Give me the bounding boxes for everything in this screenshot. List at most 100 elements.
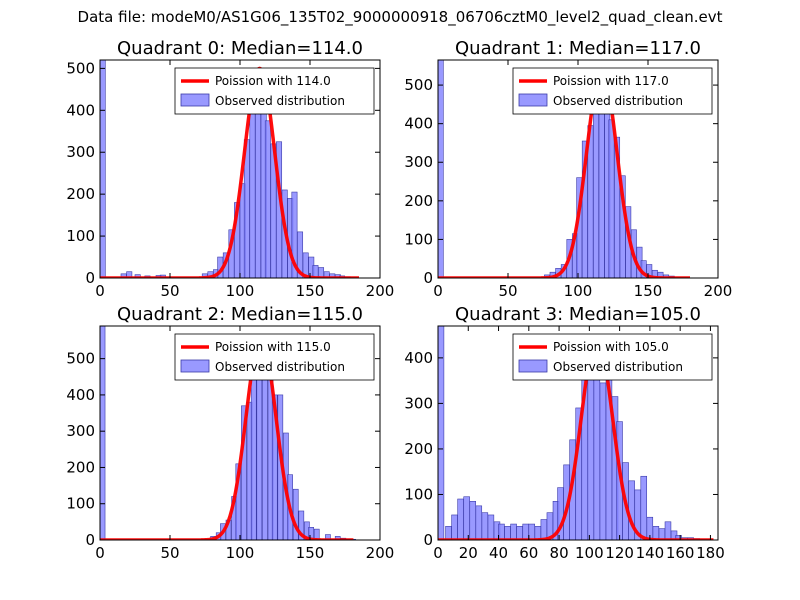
histogram-bar (481, 512, 489, 540)
histogram-bar (463, 496, 470, 540)
legend: Poission with 114.0 Observed distribution (174, 67, 375, 115)
panel-title: Quadrant 2: Median=115.0 (117, 304, 363, 325)
x-tick-label: 180 (696, 544, 725, 562)
x-tick-label: 200 (366, 544, 395, 562)
x-tick-label: 160 (666, 544, 695, 562)
x-tick-label: 50 (498, 282, 517, 300)
legend-patch-swatch (180, 93, 210, 107)
y-tick-label: 100 (404, 230, 433, 248)
plot-area (100, 60, 361, 278)
histogram-bar (664, 521, 672, 540)
histogram-bar (534, 526, 542, 540)
y-tick-label: 400 (404, 349, 433, 367)
x-tick-label: 50 (160, 544, 179, 562)
y-tick-label: 300 (66, 422, 95, 440)
y-tick-label: 0 (85, 269, 95, 287)
x-tick-label: 100 (226, 544, 255, 562)
x-tick-label: 20 (459, 544, 478, 562)
histogram-bar (628, 480, 635, 540)
x-tick-label: 100 (575, 544, 604, 562)
histogram-bar (599, 382, 607, 540)
y-tick-label: 200 (404, 440, 433, 458)
x-tick-label: 100 (564, 282, 593, 300)
y-tick-label: 300 (66, 143, 95, 161)
x-tick-label: 140 (636, 544, 665, 562)
x-tick-label: 200 (704, 282, 733, 300)
panel-title: Quadrant 1: Median=117.0 (455, 38, 701, 59)
histogram-bar (438, 60, 444, 278)
histogram-bar (249, 112, 256, 278)
x-tick-label: 150 (634, 282, 663, 300)
histogram-bar (593, 90, 600, 278)
panel-quadrant-3: 0 20 40 60 80 100 120 140 160 1800100200300400Qua… (404, 304, 724, 562)
y-tick-label: 0 (423, 269, 433, 287)
panel-title: Quadrant 0: Median=114.0 (117, 38, 363, 59)
legend-label-observed: Observed distribution (215, 94, 345, 108)
y-tick-label: 500 (66, 59, 95, 77)
legend-patch-swatch (518, 93, 548, 107)
legend-label-fit: Poission with 115.0 (215, 340, 331, 354)
y-tick-label: 0 (85, 531, 95, 549)
histogram-bar (250, 374, 257, 540)
histogram-bar (498, 523, 505, 540)
x-tick-label: 0 (95, 544, 105, 562)
x-tick-label: 0 (433, 282, 443, 300)
x-tick-label: 0 (95, 282, 105, 300)
histogram-bar (457, 498, 464, 540)
histogram-bar (522, 523, 529, 540)
x-tick-label: 150 (296, 544, 325, 562)
histogram-bar (100, 326, 106, 540)
x-tick-label: 100 (226, 282, 255, 300)
legend: Poission with 105.0 Observed distribution (512, 333, 713, 381)
x-tick-label: 120 (605, 544, 634, 562)
histogram-bar (487, 514, 495, 540)
panel-quadrant-0: 0 50 100 150 200 0 100 200 300 400 500 Quadrant 0: … (66, 38, 394, 300)
legend-label-fit: Poission with 114.0 (215, 74, 331, 88)
poisson-fit-line (100, 335, 355, 540)
histogram-bar (451, 514, 458, 540)
y-tick-label: 500 (66, 350, 95, 368)
y-tick-label: 200 (66, 185, 95, 203)
histogram-bar (640, 475, 648, 540)
y-tick-label: 300 (404, 153, 433, 171)
y-tick-label: 100 (66, 227, 95, 245)
y-tick-label: 100 (404, 485, 433, 503)
y-tick-label: 400 (66, 386, 95, 404)
histogram-bar (540, 519, 548, 540)
histogram-bar (256, 358, 263, 540)
x-tick-label: 40 (489, 544, 508, 562)
histogram-bar (504, 526, 511, 540)
panel-title: Quadrant 3: Median=105.0 (455, 304, 701, 325)
y-tick-label: 500 (404, 76, 433, 94)
histogram-bar (608, 119, 615, 278)
histogram-bar (593, 359, 601, 540)
histogram-bar (298, 510, 305, 540)
y-tick-label: 0 (423, 531, 433, 549)
panel-quadrant-1: 0 50 100 150 200 0 100 200 300 400 500 Quadrant 1: … (404, 38, 732, 300)
legend-label-fit: Poission with 105.0 (553, 340, 669, 354)
y-tick-label: 300 (404, 394, 433, 412)
legend-label-fit: Poission with 117.0 (553, 74, 669, 88)
legend-patch-swatch (180, 359, 210, 373)
histogram-bar (262, 352, 268, 540)
x-tick-label: 50 (160, 282, 179, 300)
x-tick-label: 150 (296, 282, 325, 300)
histogram-bar (445, 526, 452, 540)
histogram-bar (475, 505, 483, 540)
legend-label-observed: Observed distribution (553, 94, 683, 108)
x-tick-label: 60 (519, 544, 538, 562)
histogram-bar (264, 120, 271, 278)
y-tick-label: 100 (66, 495, 95, 513)
histogram-bar (652, 526, 660, 540)
histogram-bar (438, 326, 445, 540)
legend-label-observed: Observed distribution (553, 360, 683, 374)
legend-patch-swatch (518, 359, 548, 373)
histogram-bar (510, 523, 517, 540)
figure-suptitle: Data file: modeM0/AS1G06_135T02_90000009… (77, 8, 723, 26)
axes-frame (437, 325, 719, 541)
legend: Poission with 115.0 Observed distribution (174, 333, 375, 381)
panel-quadrant-2: 0 50 100 150 200 0 100 200 300 400 500 Quadrant 2: … (66, 304, 394, 562)
y-tick-label: 200 (404, 192, 433, 210)
plot-area (100, 326, 356, 540)
